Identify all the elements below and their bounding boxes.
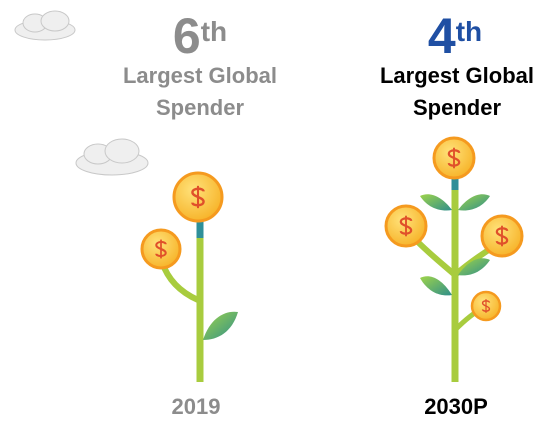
cloud (75, 138, 149, 176)
year: 2030P (424, 394, 488, 419)
rank-suffix: th (455, 16, 483, 47)
rank-number: 6 (172, 8, 201, 64)
plant-2019 (140, 171, 238, 382)
rank-number: 4 (427, 8, 456, 64)
plant-2030p (384, 136, 524, 382)
rank-suffix: th (200, 16, 228, 47)
cloud (14, 10, 76, 41)
rank: 6th (100, 8, 300, 64)
rank-label: Largest Global Spender (379, 63, 535, 120)
year: 2019 (171, 394, 221, 419)
rank: 4th (355, 8, 549, 64)
rank-label: Largest Global Spender (122, 63, 278, 120)
